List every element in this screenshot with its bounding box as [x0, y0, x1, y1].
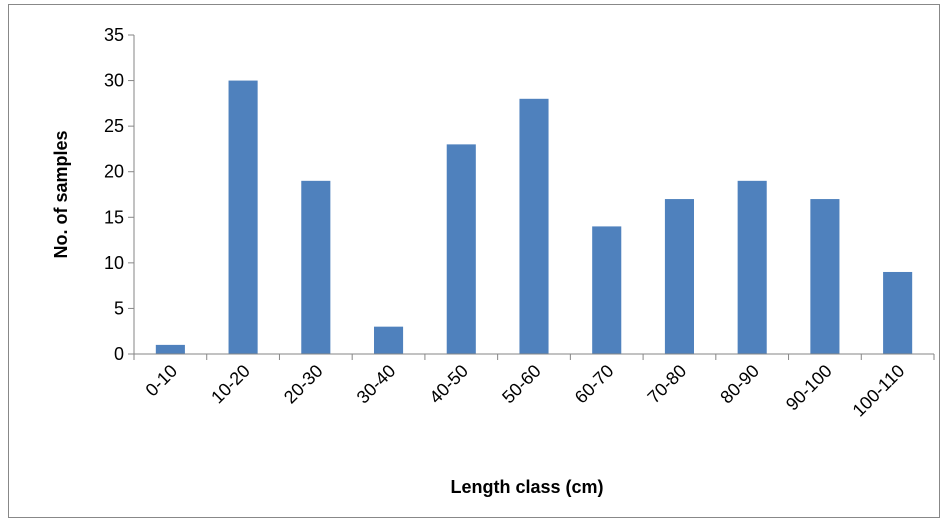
- x-tick-label: 10-20: [207, 361, 254, 408]
- x-tick-label: 0-10: [142, 361, 182, 401]
- x-tick-label: 30-40: [353, 361, 400, 408]
- bar-90-100: [810, 199, 840, 354]
- bar-10-20: [228, 80, 258, 355]
- x-axis-ticks: 0-10 10-20 20-30 30-40 40-50 50-60 60-70 70-80 8…: [133, 354, 935, 421]
- bar-30-40: [374, 326, 404, 354]
- bar-100-110: [883, 271, 913, 354]
- y-tick-label: 0: [114, 344, 124, 364]
- bar-20-30: [301, 180, 331, 354]
- y-tick-label: 30: [104, 71, 124, 91]
- x-tick-label: 20-30: [280, 361, 327, 408]
- bar-80-90: [737, 180, 767, 354]
- x-tick-label: 100-110: [849, 361, 909, 421]
- bar-40-50: [446, 144, 476, 354]
- x-tick-label: 50-60: [498, 361, 545, 408]
- y-axis-title: No. of samples: [51, 130, 71, 258]
- y-tick-label: 15: [104, 207, 124, 227]
- bar-0-10: [155, 344, 185, 354]
- x-tick-label: 80-90: [716, 361, 763, 408]
- x-tick-label: 70-80: [644, 361, 691, 408]
- bar-50-60: [519, 98, 549, 354]
- y-tick-label: 10: [104, 253, 124, 273]
- bars: [155, 80, 913, 355]
- bar-70-80: [664, 199, 694, 354]
- x-tick-label: 60-70: [571, 361, 618, 408]
- x-tick-label: 40-50: [425, 361, 472, 408]
- x-tick-label: 90-100: [782, 361, 836, 415]
- y-tick-label: 20: [104, 162, 124, 182]
- y-tick-label: 5: [114, 298, 124, 318]
- y-tick-label: 35: [104, 25, 124, 45]
- y-axis-ticks: 0 5 10 15 20 25 30 35: [104, 25, 134, 364]
- x-axis-title: Length class (cm): [450, 477, 603, 497]
- bar-60-70: [592, 226, 622, 354]
- y-tick-label: 25: [104, 116, 124, 136]
